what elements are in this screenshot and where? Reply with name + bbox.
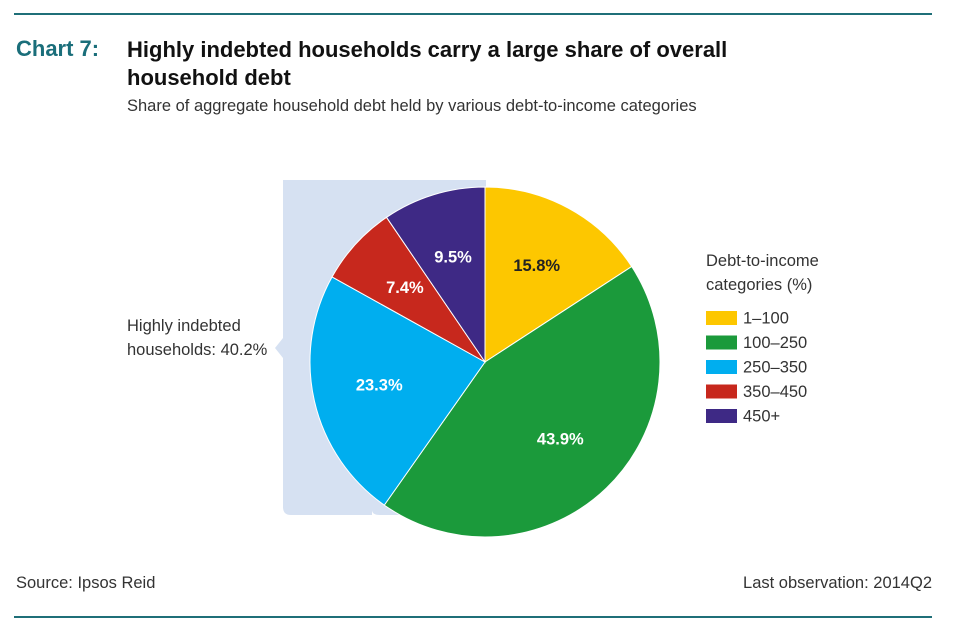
legend-swatch (706, 311, 737, 325)
legend-label: 1–100 (743, 309, 789, 327)
legend-label: 450+ (743, 407, 780, 425)
data-label: 7.4% (386, 279, 424, 297)
data-label: 23.3% (356, 377, 403, 395)
data-label: 43.9% (537, 430, 584, 448)
top-rule (14, 13, 932, 15)
pie-slice (383, 265, 661, 538)
legend-swatch (706, 335, 737, 350)
note: Last observation: 2014Q2 (743, 574, 932, 592)
data-label: 9.5% (434, 249, 472, 267)
pie-slice (484, 186, 633, 363)
data-label: 15.8% (513, 257, 560, 275)
legend-label: 350–450 (743, 383, 807, 401)
chart-subtitle: Share of aggregate household debt held b… (127, 97, 697, 115)
legend-swatch (706, 409, 737, 423)
pie-slice (309, 276, 486, 506)
chart-label: Chart 7: (16, 36, 100, 61)
legend-swatch (706, 384, 737, 399)
legend-title: Debt-to-income categories (%) (706, 252, 819, 294)
source: Source: Ipsos Reid (16, 574, 156, 592)
legend-label: 100–250 (743, 334, 807, 352)
bottom-rule (14, 616, 932, 618)
annotation: Highly indebted households: 40.2% (127, 317, 268, 359)
legend-swatch (706, 360, 737, 374)
chart-title: Highly indebted households carry a large… (127, 37, 728, 90)
pie-slice (385, 186, 486, 364)
legend-label: 250–350 (743, 358, 807, 376)
